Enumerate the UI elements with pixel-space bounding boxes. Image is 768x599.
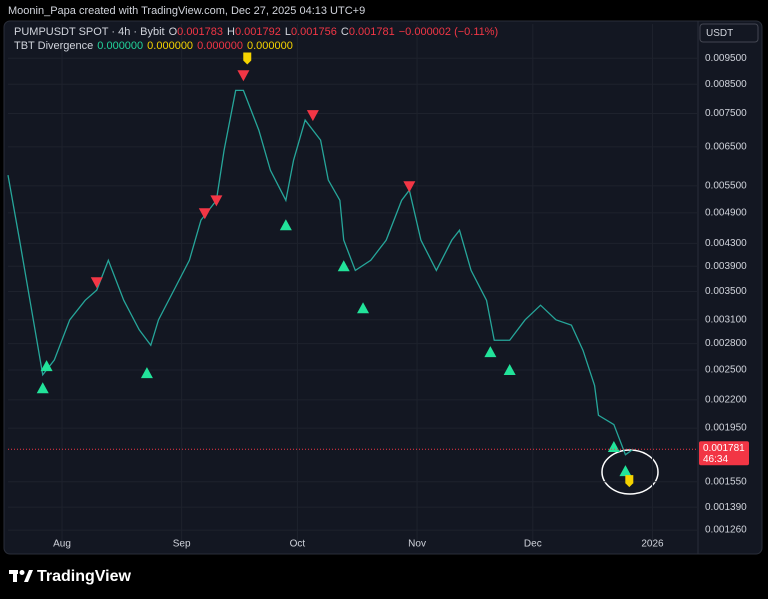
- y-tick-label: 0.003900: [705, 261, 747, 272]
- y-tick-label: 0.001260: [705, 525, 747, 536]
- countdown: 46:34: [703, 454, 728, 465]
- y-tick-label: 0.001390: [705, 502, 747, 513]
- y-tick-label: 0.003100: [705, 314, 747, 325]
- y-tick-label: 0.003500: [705, 286, 747, 297]
- chart-frame: [3, 20, 763, 555]
- buy-signal: [40, 360, 53, 372]
- alert-signal: [243, 52, 252, 65]
- ohlc-label: H: [227, 26, 235, 38]
- x-tick-label: 2026: [641, 539, 664, 550]
- x-tick-label: Aug: [53, 539, 71, 550]
- y-tick-label: 0.007500: [705, 108, 747, 119]
- price-line: [7, 89, 634, 456]
- buy-signal: [484, 346, 497, 358]
- sell-signal: [237, 70, 250, 82]
- ohlc-value: 0.001781: [348, 26, 395, 38]
- footer-brand: TradingView: [37, 568, 132, 585]
- highlight-circle: [601, 449, 659, 495]
- buy-signal: [607, 441, 620, 453]
- buy-signal: [619, 465, 632, 477]
- ohlc-value: 0.001756: [291, 26, 337, 38]
- logo: [9, 570, 33, 582]
- y-tick-label: 0.001950: [705, 423, 747, 434]
- symbol: PUMPUSDT SPOT · 4h · Bybit: [14, 26, 165, 38]
- change: −0.000002 (−0.11%): [398, 26, 499, 38]
- x-tick-label: Sep: [173, 539, 191, 550]
- indicator-value: 0.000000: [246, 40, 293, 52]
- buy-signal: [503, 364, 516, 376]
- currency: USDT: [706, 28, 733, 39]
- sell-signal: [403, 181, 416, 193]
- y-tick-label: 0.001550: [705, 476, 747, 487]
- y-tick-label: 0.004300: [705, 238, 747, 249]
- buy-signal: [357, 302, 370, 314]
- sell-signal: [306, 110, 319, 122]
- last-price-label: 0.001781: [703, 443, 745, 454]
- x-tick-label: Dec: [524, 539, 542, 550]
- y-tick-label: 0.004900: [705, 208, 747, 219]
- y-tick-label: 0.002200: [705, 395, 747, 406]
- buy-signal: [337, 260, 350, 272]
- indicator-value: 0.000000: [197, 40, 243, 52]
- y-tick-label: 0.006500: [705, 142, 747, 153]
- last-price-tag: [699, 441, 749, 466]
- y-tick-label: 0.002800: [705, 338, 747, 349]
- ohlc-label: L: [284, 26, 291, 38]
- currency-box: [699, 23, 759, 43]
- y-tick-label: 0.005500: [705, 181, 747, 192]
- alert-signal: [625, 475, 634, 488]
- indicator-value: 0.000000: [147, 40, 194, 52]
- ohlc-value: 0.001783: [177, 26, 224, 38]
- sell-signal: [210, 195, 223, 207]
- y-tick-label: 0.008500: [705, 79, 747, 90]
- indicator-legend: TBT Divergence 0.000000 0.000000 0.000000 0.…: [14, 40, 297, 52]
- buy-signal: [140, 367, 153, 379]
- buy-signal: [279, 219, 292, 231]
- ohlc-label: O: [168, 26, 178, 38]
- sell-signal: [198, 208, 211, 220]
- buy-signal: [36, 382, 49, 394]
- sell-signal: [90, 277, 103, 289]
- ohlc-value: 0.001792: [234, 26, 281, 38]
- symbol-legend: PUMPUSDT SPOT · 4h · Bybit O0.001783 H0.00…: [14, 26, 502, 38]
- indicator-value: 0.000000: [97, 40, 144, 52]
- y-tick-label: 0.002500: [705, 365, 747, 376]
- ohlc-label: C: [340, 26, 349, 38]
- x-tick-label: Oct: [290, 539, 306, 550]
- x-tick-label: Nov: [408, 539, 426, 550]
- header: Moonin_Papa created with TradingView.com…: [8, 5, 366, 17]
- indicator-name: TBT Divergence: [14, 40, 94, 52]
- y-tick-label: 0.009500: [705, 53, 747, 64]
